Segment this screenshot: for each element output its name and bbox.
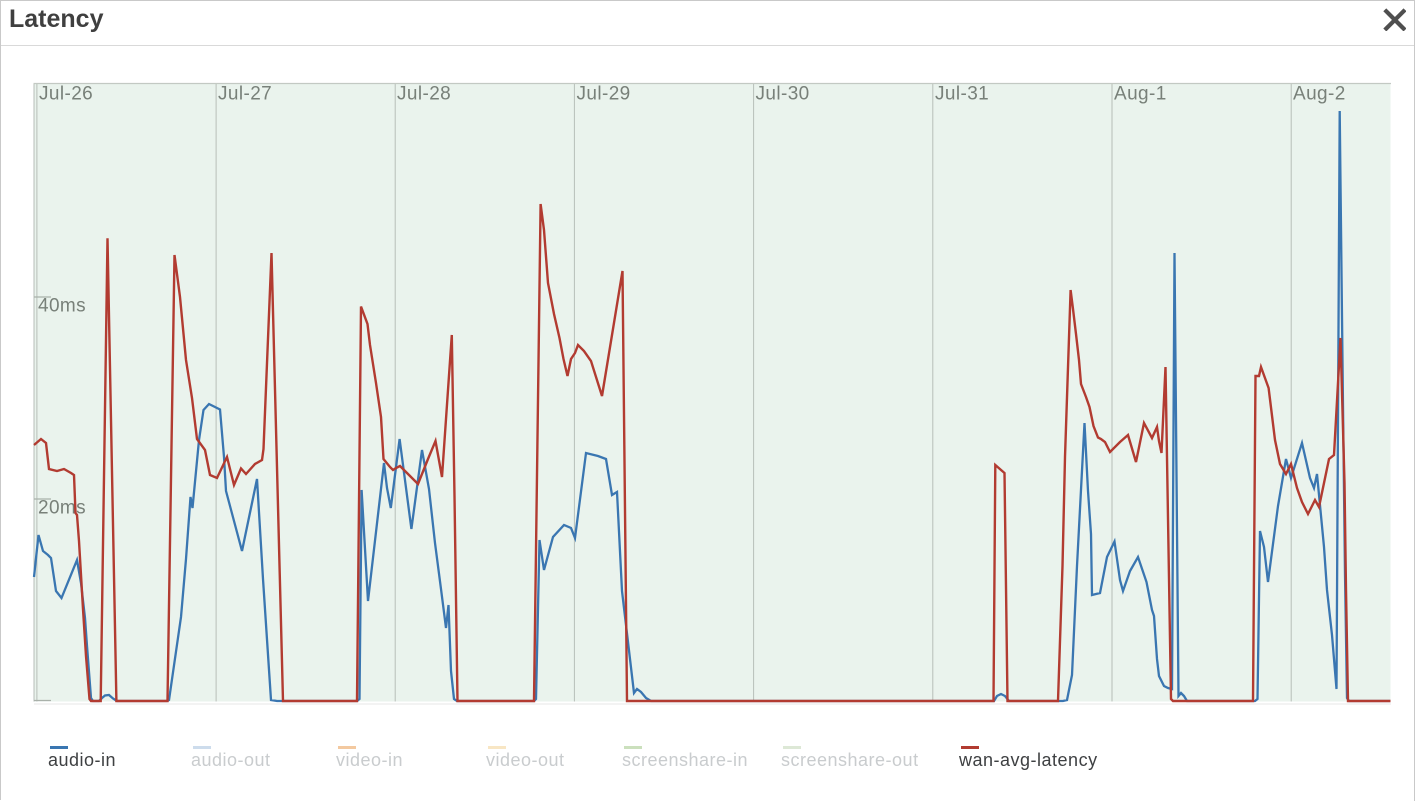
svg-text:Aug-1: Aug-1 — [1114, 84, 1167, 105]
svg-text:Aug-2: Aug-2 — [1293, 84, 1346, 105]
svg-text:Jul-28: Jul-28 — [397, 84, 451, 105]
svg-text:Jul-31: Jul-31 — [935, 84, 989, 105]
svg-text:40ms: 40ms — [38, 296, 86, 317]
svg-text:Jul-29: Jul-29 — [577, 84, 631, 105]
svg-text:Jul-30: Jul-30 — [756, 84, 810, 105]
svg-text:Jul-27: Jul-27 — [218, 84, 272, 105]
svg-text:20ms: 20ms — [38, 498, 86, 519]
svg-text:Jul-26: Jul-26 — [39, 84, 93, 105]
